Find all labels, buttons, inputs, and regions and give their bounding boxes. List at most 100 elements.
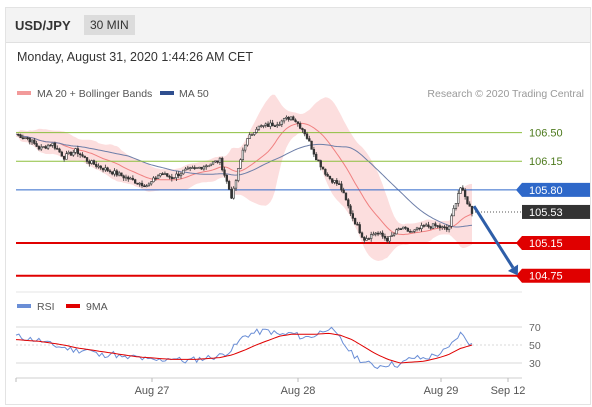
- candle: [454, 203, 458, 209]
- candle: [296, 121, 300, 124]
- candle: [214, 160, 217, 163]
- candle: [108, 170, 112, 173]
- candle: [95, 164, 98, 167]
- candle: [305, 133, 309, 139]
- chart-widget: USD/JPY 30 MIN Monday, August 31, 2020 1…: [5, 7, 591, 405]
- candle: [335, 180, 338, 184]
- candle: [367, 238, 371, 240]
- candle: [159, 173, 162, 177]
- candle: [420, 225, 423, 229]
- candle: [156, 175, 160, 179]
- candle: [450, 215, 453, 227]
- candle: [463, 189, 467, 197]
- candle: [65, 153, 68, 160]
- candle: [269, 122, 272, 127]
- support-tag: [516, 268, 590, 283]
- candle: [202, 166, 206, 170]
- candle: [301, 128, 304, 131]
- candle: [273, 125, 277, 127]
- candle: [143, 185, 146, 188]
- candle: [74, 148, 77, 153]
- candle: [28, 137, 31, 143]
- legend-9ma-label: 9MA: [86, 301, 108, 313]
- legend-rsi-label: RSI: [37, 301, 55, 313]
- candle: [342, 189, 345, 194]
- candle: [88, 161, 91, 164]
- candle: [276, 124, 279, 127]
- candle: [19, 134, 22, 139]
- candle: [411, 230, 414, 233]
- candle: [150, 181, 153, 185]
- support-label: 104.75: [529, 271, 563, 283]
- candle: [120, 172, 123, 177]
- candle: [438, 225, 442, 229]
- legend-ma20-label: MA 20 + Bollinger Bands: [37, 88, 152, 100]
- timeframe-button[interactable]: 30 MIN: [84, 15, 135, 35]
- candle: [315, 153, 318, 161]
- candle: [37, 146, 41, 150]
- candle: [209, 163, 212, 167]
- candle: [271, 122, 274, 126]
- candle: [211, 161, 215, 165]
- candle: [163, 173, 167, 176]
- candle: [404, 226, 407, 229]
- candle: [200, 166, 203, 170]
- candle: [90, 160, 93, 164]
- candle: [331, 178, 334, 183]
- candle: [127, 176, 130, 180]
- candle: [399, 228, 403, 230]
- candle: [372, 233, 375, 236]
- candle: [24, 137, 27, 139]
- candle: [172, 177, 176, 180]
- candle: [234, 180, 238, 189]
- candle: [42, 146, 45, 148]
- candle: [241, 149, 245, 160]
- candle: [161, 173, 164, 176]
- candle: [285, 116, 288, 119]
- candle: [154, 177, 157, 180]
- candle: [326, 174, 329, 177]
- candle: [466, 196, 469, 205]
- candle: [333, 180, 336, 183]
- candle: [67, 151, 70, 154]
- x-tick-label: Sep 12: [491, 385, 526, 397]
- candle: [445, 227, 448, 230]
- candle: [79, 153, 82, 156]
- candle: [402, 226, 405, 230]
- candle: [468, 203, 471, 207]
- candle: [193, 167, 196, 169]
- candle: [408, 231, 412, 233]
- candle: [117, 172, 121, 176]
- candle: [69, 151, 73, 156]
- candle: [97, 165, 100, 168]
- candle: [131, 177, 135, 180]
- x-tick-label: Aug 29: [424, 385, 459, 397]
- candle: [436, 225, 439, 227]
- candle: [365, 238, 368, 241]
- rsi-tick-label: 50: [529, 340, 541, 352]
- resistance-label: 106.50: [529, 128, 563, 140]
- rsi-9ma-line: [15, 332, 473, 364]
- candle: [111, 171, 114, 175]
- candle: [370, 234, 373, 239]
- candle: [457, 193, 460, 204]
- last-price-label: 105.53: [529, 207, 563, 219]
- resistance-label: 106.15: [529, 156, 563, 168]
- candle: [147, 183, 151, 187]
- candle: [184, 168, 187, 171]
- candle: [230, 188, 233, 199]
- candle: [253, 132, 256, 135]
- candle: [294, 119, 297, 123]
- candle: [303, 129, 306, 135]
- candle: [452, 208, 455, 217]
- candle: [287, 116, 290, 120]
- candle: [257, 125, 261, 130]
- candle: [340, 183, 343, 191]
- x-tick-label: Aug 27: [135, 385, 170, 397]
- candle: [218, 157, 222, 163]
- candle: [379, 232, 382, 235]
- candle: [195, 167, 199, 169]
- candle: [129, 177, 132, 180]
- candle: [227, 181, 231, 190]
- candle: [152, 177, 155, 183]
